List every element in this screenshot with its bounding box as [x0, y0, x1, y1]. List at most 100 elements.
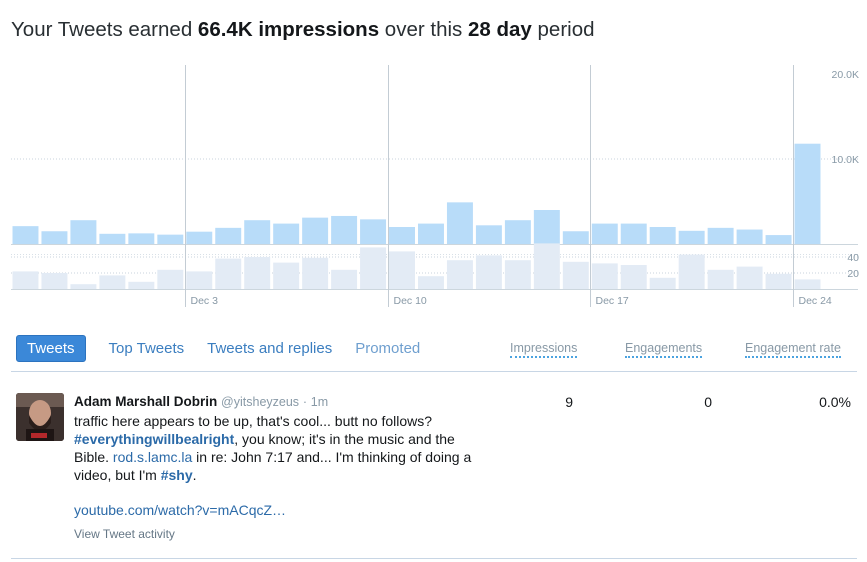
tweet-text-3: in re: John 7:17 and... I'm thinking of … — [74, 449, 472, 483]
headline-impressions: 66.4K impressions — [197, 18, 380, 41]
impressions-bar — [562, 231, 589, 244]
engagements-bar — [157, 269, 184, 289]
engagements-bar — [620, 265, 647, 289]
impressions-bar — [244, 220, 271, 244]
engagements-bar — [41, 273, 68, 289]
table-header-divider — [11, 371, 857, 372]
tweet-text: traffic here appears to be up, that's co… — [74, 412, 474, 484]
impressions-bar — [186, 231, 213, 244]
engagements-bar — [446, 260, 473, 289]
engagements-bar — [215, 258, 242, 289]
engagements-bar — [99, 275, 126, 289]
impressions-bar — [649, 227, 676, 244]
tweet-author-handle[interactable]: @yitsheyzeus — [221, 395, 300, 409]
engagements-bar — [331, 269, 358, 289]
impressions-bar — [41, 231, 68, 244]
impressions-bar — [765, 235, 792, 244]
engagements-bar — [418, 276, 444, 289]
engagements-y-tick-label: 20 — [847, 268, 859, 280]
tweet-author-name[interactable]: Adam Marshall Dobrin — [74, 394, 218, 409]
impressions-bar — [504, 220, 531, 244]
headline-middle: over this — [384, 18, 463, 41]
tweet-tabs: Tweets Top Tweets Tweets and replies Pro… — [16, 335, 443, 362]
engagements-bar — [591, 263, 618, 289]
tweet-row-divider — [11, 558, 857, 559]
engagements-bar — [186, 271, 213, 289]
x-tick-label: Dec 3 — [191, 295, 219, 307]
impressions-bar — [533, 210, 560, 244]
impressions-bar — [591, 223, 618, 244]
tweet-header: Adam Marshall Dobrin @yitsheyzeus · 1m — [74, 394, 328, 409]
tweet-link-youtube[interactable]: youtube.com/watch?v=mACqcZ… — [74, 502, 287, 518]
tweet-text-2: , you know; it's in the music and the Bi… — [74, 431, 455, 465]
tweet-engagements-value: 0 — [704, 394, 712, 410]
tweet-separator: · — [302, 395, 307, 409]
engagements-bar — [649, 277, 676, 289]
impressions-bar — [99, 233, 126, 244]
impressions-chart: Dec 3 Dec 10 Dec 17 Dec 24 20.0K 10.0K 40 20 — [11, 65, 859, 307]
avatar[interactable] — [16, 393, 64, 441]
engagements-bar — [736, 266, 763, 289]
column-header-engagements[interactable]: Engagements — [625, 341, 703, 358]
tweet-engagement-rate-value: 0.0% — [819, 394, 851, 410]
view-tweet-activity-link[interactable]: View Tweet activity — [74, 527, 175, 541]
tab-top-tweets[interactable]: Top Tweets — [108, 340, 185, 357]
hashtag-everythingwillbealright[interactable]: #everythingwillbealright — [74, 431, 235, 447]
engagements-bar — [678, 254, 705, 289]
x-tick-label: Dec 24 — [799, 295, 832, 307]
tweet-impressions-value: 9 — [565, 394, 573, 410]
x-tick-label: Dec 17 — [596, 295, 629, 307]
impressions-bar — [12, 226, 39, 244]
impressions-y-tick-label: 20.0K — [832, 69, 859, 81]
engagements-bar — [707, 269, 734, 289]
impressions-bar — [215, 227, 242, 244]
engagements-bar — [360, 247, 387, 289]
impressions-bar — [157, 234, 184, 244]
engagements-bar — [504, 260, 531, 289]
impressions-bar — [736, 229, 763, 244]
impressions-bar — [794, 143, 821, 244]
tab-tweets[interactable]: Tweets — [16, 335, 86, 362]
engagements-bar — [273, 262, 300, 289]
tweet-timestamp[interactable]: 1m — [310, 395, 329, 409]
impressions-bar — [475, 225, 502, 244]
impressions-bar — [418, 223, 444, 244]
engagements-bar — [70, 284, 97, 289]
headline-period: 28 day — [467, 18, 532, 41]
column-header-impressions[interactable]: Impressions — [510, 341, 578, 358]
engagements-bar — [794, 279, 821, 289]
engagements-bar — [244, 257, 271, 289]
impressions-bar — [70, 220, 97, 244]
engagements-bar — [533, 243, 560, 289]
impressions-bar — [331, 215, 358, 244]
engagements-bar — [765, 273, 792, 289]
tab-tweets-and-replies[interactable]: Tweets and replies — [207, 340, 333, 357]
engagements-bar — [389, 251, 415, 289]
impressions-bar — [620, 223, 647, 244]
impressions-bar — [273, 223, 300, 244]
impressions-bar — [389, 227, 415, 244]
engagements-y-tick-label: 40 — [847, 252, 859, 264]
x-tick-label: Dec 10 — [394, 295, 427, 307]
column-header-engagement-rate[interactable]: Engagement rate — [745, 341, 841, 358]
engagements-bar — [562, 261, 589, 289]
tweet-text-4: . — [192, 467, 197, 483]
impressions-bar — [707, 227, 734, 244]
engagements-bar — [475, 255, 502, 289]
headline-suffix: period — [537, 18, 595, 41]
impressions-bar — [678, 230, 705, 244]
impressions-bar — [128, 233, 155, 244]
engagements-bar — [302, 257, 329, 289]
tab-promoted[interactable]: Promoted — [355, 340, 421, 357]
headline: Your Tweets earned 66.4K impressions ove… — [11, 18, 595, 42]
impressions-bar — [302, 217, 329, 244]
headline-prefix: Your Tweets earned — [11, 18, 193, 41]
impressions-bar — [446, 202, 473, 244]
engagements-bar — [128, 281, 155, 289]
engagements-bar — [12, 271, 39, 289]
impressions-bar — [360, 219, 387, 244]
impressions-y-tick-label: 10.0K — [832, 154, 859, 166]
tweet-link-rod[interactable]: rod.s.lamc.la — [112, 449, 193, 465]
hashtag-shy[interactable]: #shy — [160, 467, 193, 483]
avatar-image — [16, 393, 64, 441]
